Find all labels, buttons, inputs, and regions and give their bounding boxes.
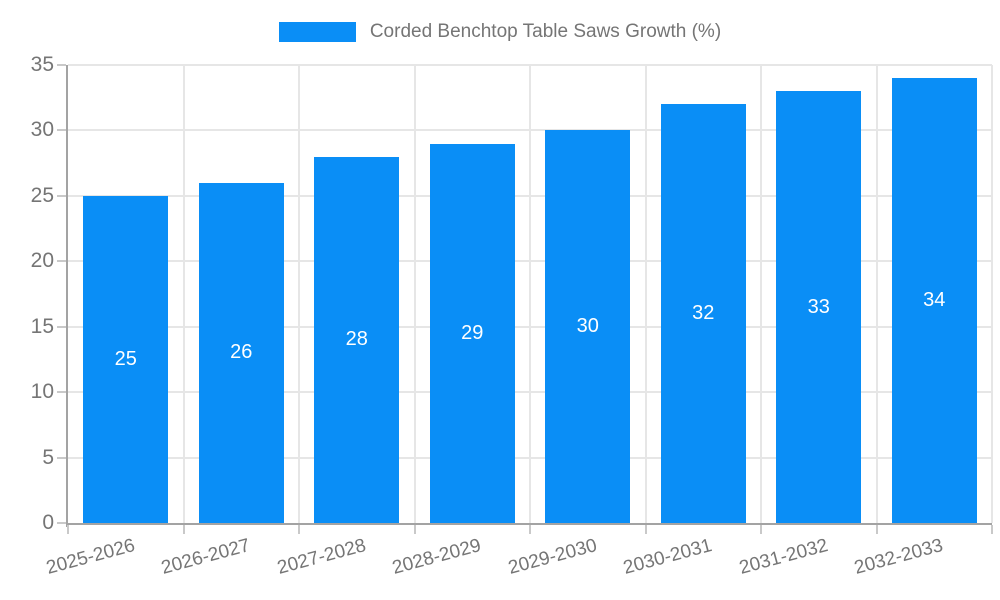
bar: 29 (429, 143, 515, 523)
gridline-vertical (298, 65, 300, 523)
y-tick-mark (57, 260, 66, 263)
bar: 30 (545, 130, 631, 523)
gridline-vertical (991, 65, 993, 523)
bar-value-label: 29 (461, 321, 484, 344)
bar-value-label: 32 (692, 302, 715, 325)
x-tick-mark (760, 525, 762, 534)
bar-value-label: 33 (807, 295, 830, 318)
y-tick-mark (57, 522, 66, 524)
y-tick-label: 30 (30, 118, 54, 142)
x-tick-mark (644, 525, 647, 534)
y-tick-label: 35 (30, 53, 54, 76)
bar-value-label: 28 (345, 328, 368, 351)
plot-area: 0 5 10 15 20 25 30 35 25 26 28 29 30 32 33 34 2025-2026 2… (31, 53, 993, 579)
gridline-vertical (875, 65, 878, 523)
x-tick-label: 2028-2029 (390, 535, 484, 579)
y-tick-label: 25 (30, 183, 54, 207)
y-tick-label: 15 (30, 314, 54, 338)
x-tick-mark (413, 525, 416, 534)
bar-value-label: 25 (114, 347, 137, 370)
x-tick-mark (991, 525, 993, 534)
bar-value-label: 30 (576, 315, 599, 338)
x-tick-label: 2031-2032 (736, 535, 831, 579)
gridline-vertical (413, 65, 416, 523)
y-tick-label: 20 (30, 249, 54, 273)
y-tick-mark (57, 325, 66, 328)
bar: 34 (891, 78, 977, 523)
bar-value-label: 34 (923, 289, 946, 312)
x-tick-label: 2029-2030 (505, 535, 600, 579)
x-tick-mark (182, 525, 185, 534)
x-tick-mark (298, 525, 300, 534)
gridline-vertical (760, 65, 762, 523)
y-axis-line (66, 65, 68, 527)
x-tick-label: 2025-2026 (43, 535, 138, 579)
bar: 33 (776, 91, 862, 523)
y-tick-label: 5 (42, 445, 54, 469)
y-tick-mark (57, 456, 66, 459)
gridline-vertical (644, 65, 647, 523)
y-tick-label: 10 (30, 380, 54, 404)
gridline-vertical (182, 65, 185, 523)
legend: Corded Benchtop Table Saws Growth (%) (0, 20, 1000, 44)
bar-value-label: 26 (230, 341, 253, 364)
y-tick-mark (57, 194, 66, 197)
x-tick-label: 2027-2028 (274, 535, 369, 579)
bar: 25 (83, 195, 169, 523)
y-tick-mark (57, 64, 66, 66)
x-tick-mark (67, 525, 69, 534)
x-tick-label: 2032-2033 (852, 535, 946, 579)
bar: 32 (660, 104, 746, 523)
x-tick-label: 2030-2031 (621, 535, 715, 579)
x-axis-line (66, 523, 992, 525)
x-tick-label: 2026-2027 (159, 535, 253, 579)
legend-label: Corded Benchtop Table Saws Growth (%) (369, 21, 722, 42)
y-tick-label: 0 (42, 511, 54, 534)
x-tick-mark (875, 525, 878, 534)
x-tick-mark (529, 525, 531, 534)
y-tick-mark (57, 391, 66, 394)
bar: 28 (314, 156, 400, 523)
legend-swatch (278, 22, 356, 42)
y-tick-mark (57, 129, 66, 132)
gridline-vertical (529, 65, 531, 523)
bar: 26 (198, 182, 284, 523)
